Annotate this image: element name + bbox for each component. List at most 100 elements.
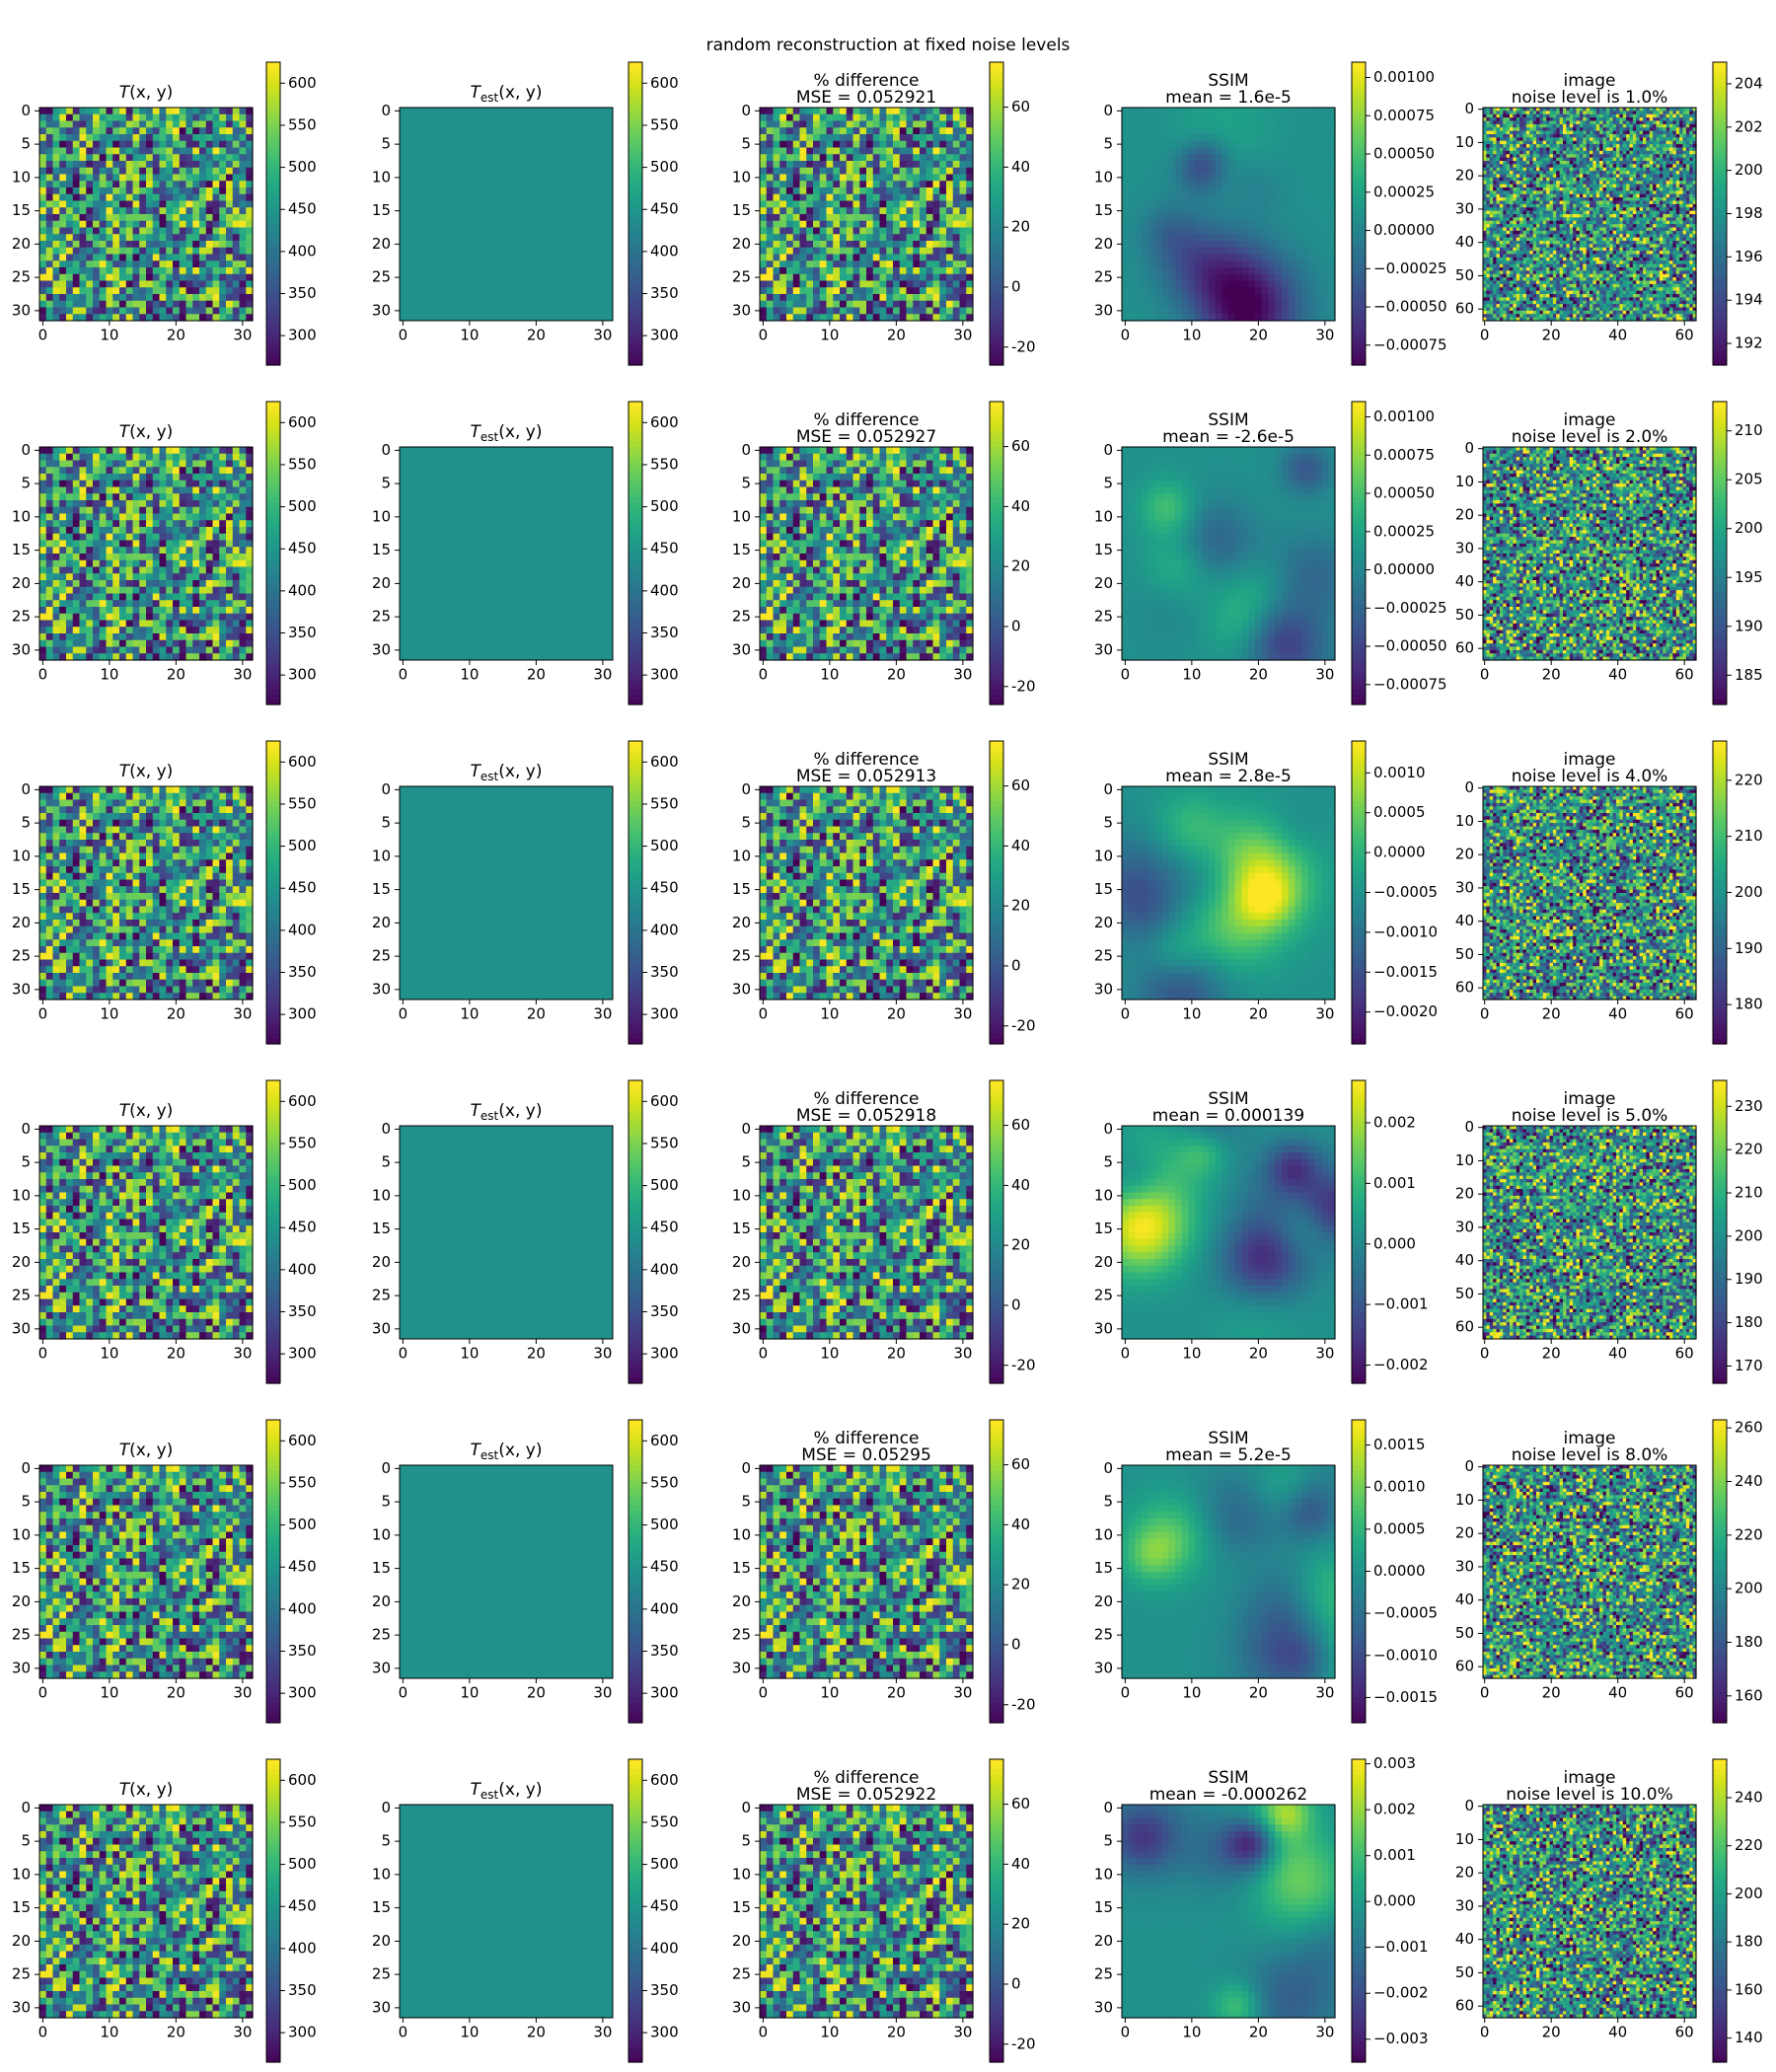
heatmap-cell xyxy=(1282,260,1290,268)
heatmap-cell xyxy=(1626,174,1631,179)
heatmap-cell xyxy=(959,300,967,309)
heatmap-cell xyxy=(1135,108,1143,115)
heatmap-cell xyxy=(185,134,193,142)
heatmap-cell xyxy=(1672,164,1677,169)
heatmap-cell xyxy=(1154,154,1163,162)
heatmap-cell xyxy=(1221,241,1229,249)
heatmap-cell xyxy=(760,140,768,149)
heatmap-cell xyxy=(1682,171,1687,176)
heatmap-cell xyxy=(886,220,894,229)
heatmap-cell xyxy=(192,200,200,208)
heatmap-cell xyxy=(66,113,74,122)
heatmap-cell xyxy=(1234,181,1243,188)
heatmap-cell xyxy=(132,280,140,288)
heatmap-cell xyxy=(939,214,947,222)
heatmap-cell xyxy=(872,108,881,115)
heatmap-cell xyxy=(1619,108,1624,111)
heatmap-cell xyxy=(1295,140,1302,149)
heatmap-cell xyxy=(1241,113,1249,122)
heatmap-cell xyxy=(1592,120,1597,125)
heatmap-cell xyxy=(786,161,794,169)
heatmap-cell xyxy=(1586,161,1591,165)
heatmap-cell xyxy=(1629,157,1634,162)
heatmap-cell xyxy=(779,187,787,195)
heatmap-cell xyxy=(1208,193,1217,202)
heatmap-cell xyxy=(859,241,867,249)
heatmap-cell xyxy=(1542,117,1547,122)
heatmap-cell xyxy=(959,207,967,215)
colorbar-segment xyxy=(266,213,280,220)
heatmap-cell xyxy=(1248,267,1256,275)
heatmap-cell xyxy=(1161,134,1169,142)
heatmap-cell xyxy=(119,181,127,188)
heatmap-cell xyxy=(45,234,54,242)
heatmap-cell xyxy=(826,280,834,288)
heatmap-cell xyxy=(1612,167,1617,172)
heatmap-cell xyxy=(1195,260,1203,268)
heatmap-cell xyxy=(1646,113,1651,118)
heatmap-cell xyxy=(1295,214,1302,222)
heatmap-cell xyxy=(39,187,47,195)
heatmap-cell xyxy=(152,147,161,155)
heatmap-cell xyxy=(1496,150,1501,155)
heatmap-cell xyxy=(913,134,921,142)
heatmap-cell xyxy=(246,247,254,256)
heatmap-cell xyxy=(1301,214,1309,222)
heatmap-cell xyxy=(1295,200,1302,208)
heatmap-cell xyxy=(866,127,874,135)
colorbar-segment xyxy=(1352,304,1366,311)
heatmap-cell xyxy=(1609,134,1614,138)
heatmap-cell xyxy=(1215,200,1222,208)
y-tick-label: 30 xyxy=(12,301,31,319)
heatmap-cell xyxy=(826,220,834,229)
colorbar-segment xyxy=(1352,158,1366,164)
heatmap-cell xyxy=(1646,134,1651,138)
heatmap-cell xyxy=(86,161,94,169)
heatmap-cell xyxy=(1556,120,1561,125)
heatmap-cell xyxy=(959,307,967,315)
heatmap-cell xyxy=(1573,111,1578,115)
heatmap-cell xyxy=(1599,108,1604,111)
heatmap-cell xyxy=(1215,260,1222,268)
heatmap-cell xyxy=(1573,147,1578,152)
heatmap-cell xyxy=(826,120,834,128)
heatmap-cell xyxy=(1148,127,1156,135)
heatmap-cell xyxy=(959,161,967,169)
heatmap-cell xyxy=(1234,220,1243,229)
heatmap-cell xyxy=(893,140,901,149)
heatmap-cell xyxy=(1579,144,1584,149)
heatmap-cell xyxy=(1616,161,1620,165)
colorbar-segment xyxy=(629,203,642,209)
heatmap-cell xyxy=(1154,200,1163,208)
heatmap-cell xyxy=(146,294,154,302)
heatmap-cell xyxy=(1128,181,1137,188)
colorbar-segment xyxy=(266,187,280,194)
heatmap-cell xyxy=(932,241,940,249)
heatmap-cell xyxy=(239,307,247,315)
heatmap-cell xyxy=(199,267,207,275)
heatmap-cell xyxy=(1649,144,1654,149)
heatmap-cell xyxy=(1248,241,1256,249)
heatmap-cell xyxy=(1321,254,1329,261)
heatmap-cell xyxy=(1308,254,1316,261)
heatmap-cell xyxy=(139,260,147,268)
heatmap-cell xyxy=(1609,171,1614,176)
heatmap-cell xyxy=(1288,273,1296,282)
heatmap-cell xyxy=(866,193,874,202)
heatmap-cell xyxy=(185,247,193,256)
heatmap-cell xyxy=(1605,167,1610,172)
heatmap-cell xyxy=(1519,137,1524,142)
heatmap-cell xyxy=(79,314,87,322)
heatmap-cell xyxy=(179,314,187,322)
heatmap-cell xyxy=(1493,181,1498,185)
heatmap-cell xyxy=(1148,287,1156,295)
heatmap-cell xyxy=(1208,181,1217,188)
heatmap-cell xyxy=(212,193,220,202)
colorbar-segment xyxy=(266,239,280,245)
heatmap-cell xyxy=(1261,280,1270,288)
heatmap-cell xyxy=(1563,184,1567,188)
heatmap-cell xyxy=(859,234,867,242)
colorbar-tick-label: 450 xyxy=(650,200,679,218)
heatmap-cell xyxy=(1525,184,1530,188)
heatmap-cell xyxy=(1663,181,1667,185)
